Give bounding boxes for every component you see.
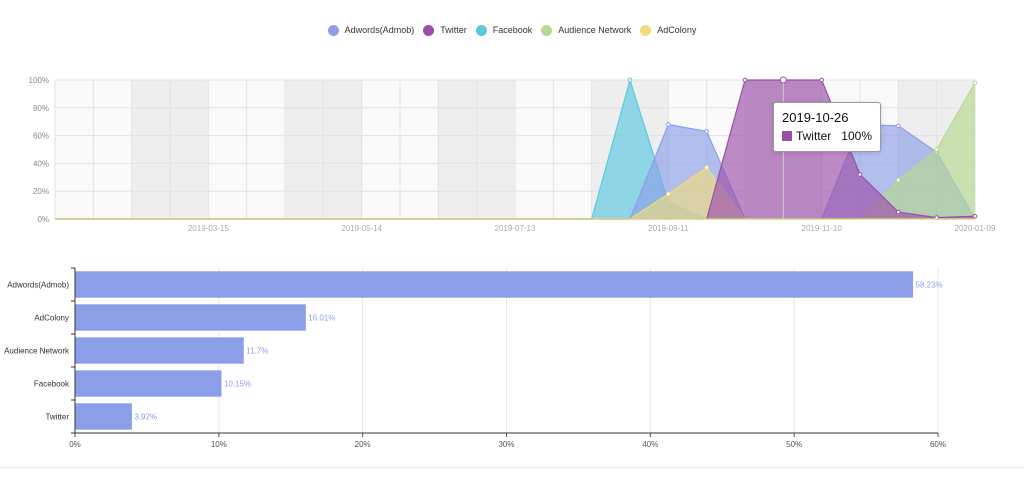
grid-band	[438, 80, 477, 219]
data-point	[857, 172, 863, 177]
legend-label: Audience Network	[558, 25, 632, 35]
x-tick-label: 60%	[930, 440, 946, 449]
grid-band	[400, 80, 439, 219]
y-tick-label: 60%	[33, 132, 49, 141]
legend-label: Facebook	[492, 25, 533, 35]
grid-band	[285, 80, 324, 219]
grid-band	[170, 80, 209, 219]
area-series-fill	[55, 80, 975, 219]
data-point	[896, 209, 901, 215]
bar-value-label: 58.23%	[916, 281, 943, 290]
legend-swatch	[640, 24, 652, 36]
x-tick-label: 2019-09-11	[648, 224, 689, 233]
legend-label: Adwords(Admob)	[344, 25, 415, 35]
tooltip-series: Twitter	[795, 129, 832, 143]
data-point	[896, 177, 901, 183]
grid-band	[246, 80, 285, 219]
legend-swatch	[327, 24, 339, 36]
x-tick-label: 2019-03-15	[188, 224, 229, 233]
grid-band	[515, 80, 554, 219]
y-category-label: AdColony	[34, 314, 69, 323]
grid-band	[476, 80, 515, 219]
y-tick-label: 40%	[33, 159, 49, 168]
tooltip-swatch	[782, 131, 792, 141]
bar-value-label: 3.92%	[134, 413, 157, 422]
legend-item[interactable]: Audience Network	[541, 24, 632, 36]
data-point	[666, 191, 671, 197]
legend-item[interactable]: Adwords(Admob)	[327, 24, 415, 36]
y-category-label: Facebook	[34, 380, 70, 389]
legend-swatch	[423, 24, 435, 36]
x-tick-label: 2019-07-13	[495, 224, 536, 233]
x-tick-label: 30%	[498, 440, 514, 449]
data-point	[704, 129, 709, 134]
grid-band	[553, 80, 592, 219]
data-point	[972, 213, 978, 219]
tooltip-row: Twitter 100%	[782, 129, 872, 143]
area-chart: 0% 20% 40% 60% 80% 100% 2019-03-15 2019-05-14 20…	[29, 76, 996, 233]
y-category-label: Twitter	[45, 413, 69, 422]
x-tick-label: 2019-05-14	[341, 224, 382, 233]
footer-divider	[0, 467, 1024, 468]
data-point	[896, 123, 901, 129]
y-category-label: Adwords(Admob)	[7, 281, 69, 290]
grid-band	[93, 80, 132, 219]
bar	[75, 337, 244, 364]
y-tick-label: 20%	[33, 187, 49, 196]
x-tick-label: 10%	[211, 440, 227, 449]
data-point	[704, 165, 709, 170]
legend-item[interactable]: AdColony	[640, 24, 697, 36]
y-tick-label: 0%	[37, 215, 49, 224]
chart-legend: Adwords(Admob) Twitter Facebook Audience Ne…	[0, 22, 1024, 38]
tooltip-value: 100%	[841, 129, 872, 143]
tooltip-date: 2019-10-26	[782, 110, 849, 125]
data-point	[742, 77, 748, 83]
grid-band	[361, 80, 400, 219]
chart-tooltip: 2019-10-26 Twitter 100%	[773, 102, 881, 152]
bar	[75, 403, 132, 430]
bar-value-label: 10.15%	[224, 380, 251, 389]
data-point	[819, 77, 824, 83]
legend-item[interactable]: Facebook	[475, 24, 533, 36]
data-point	[972, 80, 978, 86]
legend-label: Twitter	[440, 25, 467, 35]
x-tick-label: 50%	[786, 440, 802, 449]
grid-band	[208, 80, 247, 219]
bar	[75, 304, 306, 331]
data-point	[627, 77, 633, 83]
highlight-point	[779, 76, 787, 84]
bar	[75, 370, 222, 397]
bar-value-label: 11.7%	[246, 347, 268, 356]
y-category-label: Audience Network	[4, 347, 70, 356]
x-tick-label: 0%	[69, 440, 81, 449]
y-tick-label: 100%	[29, 76, 49, 85]
data-point	[934, 147, 939, 152]
grid-band	[55, 80, 94, 219]
bar-value-label: 16.01%	[308, 314, 335, 323]
x-tick-label: 20%	[355, 440, 371, 449]
grid-band	[131, 80, 170, 219]
legend-swatch	[475, 24, 487, 36]
data-point	[666, 122, 671, 127]
legend-label: AdColony	[657, 25, 697, 35]
bar	[75, 271, 914, 298]
x-tick-label: 2020-01-09	[955, 224, 996, 233]
x-tick-label: 2019-11-10	[802, 224, 843, 233]
grid-band	[323, 80, 362, 219]
bar-chart: 0% 10% 20% 30% 40% 50% 60% Adwords(Admob) 58.23%…	[4, 267, 946, 449]
legend-item[interactable]: Twitter	[423, 24, 467, 36]
x-tick-label: 40%	[642, 440, 658, 449]
legend-swatch	[541, 24, 553, 36]
y-tick-label: 80%	[33, 104, 49, 113]
